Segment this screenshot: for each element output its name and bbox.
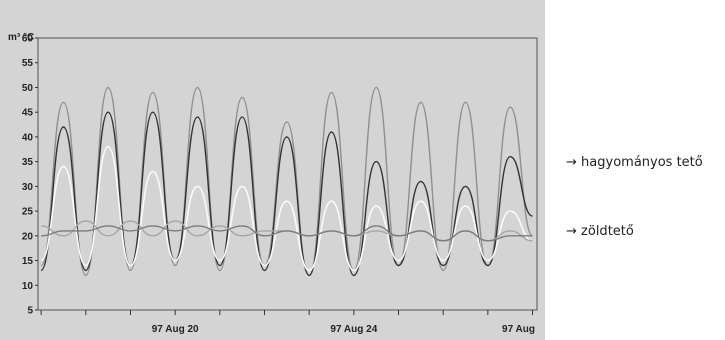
y-tick-label: 5: [27, 306, 33, 317]
y-tick-label: 45: [22, 108, 34, 119]
x-tick-label: 97 Aug 20: [152, 324, 199, 335]
y-tick-label: 40: [22, 132, 34, 143]
y-tick-label: 35: [22, 157, 34, 168]
y-tick-label: 55: [22, 58, 34, 69]
plot-area: [37, 37, 538, 311]
arrow-right-icon: →: [566, 155, 577, 170]
y-unit-label: m³ °C: [8, 32, 34, 43]
annotation-green-roof-label: zöldtető: [581, 224, 634, 239]
y-tick-label: 10: [22, 281, 34, 292]
y-tick-label: 60: [22, 34, 34, 45]
x-tick-label: 97 Aug 24: [330, 324, 377, 335]
series-line-2: [40, 146, 533, 272]
x-tick-label: 97 Aug: [502, 324, 535, 335]
arrow-right-icon: →: [566, 224, 577, 239]
series-line-4: [41, 225, 533, 242]
annotation-green-roof: → zöldtető: [566, 224, 634, 239]
series-line-1: [40, 111, 533, 277]
annotation-conventional-roof: → hagyományos tető: [566, 155, 703, 170]
annotation-conventional-roof-label: hagyományos tető: [581, 155, 703, 170]
y-tick-label: 15: [22, 256, 34, 267]
y-tick-label: 30: [22, 182, 34, 193]
y-tick-label: 50: [22, 83, 34, 94]
y-tick-label: 25: [22, 207, 34, 218]
y-tick-label: 20: [22, 231, 34, 242]
